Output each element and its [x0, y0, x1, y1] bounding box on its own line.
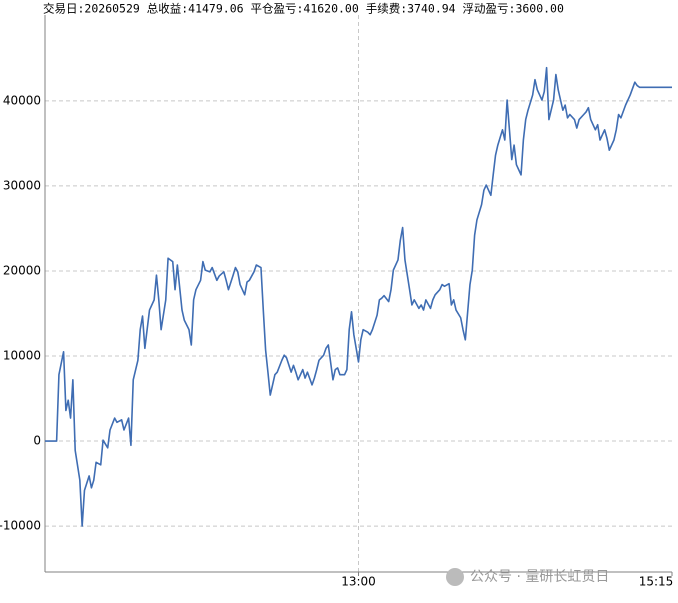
chart-title: 交易日:20260529 总收益:41479.06 平仓盈亏:41620.00 …	[43, 2, 564, 16]
y-tick-label: -10000	[0, 519, 41, 533]
y-tick-label: 40000	[3, 93, 41, 107]
y-tick-label: 10000	[3, 349, 41, 363]
series-line	[45, 66, 672, 527]
x-tick-label: 13:00	[341, 575, 376, 589]
watermark-group: 公众号 · 量研长虹贯日	[446, 568, 609, 586]
y-tick-label: 0	[33, 434, 41, 448]
y-tick-label: 30000	[3, 178, 41, 192]
y-tick-label: 20000	[3, 263, 41, 277]
watermark: 公众号 · 量研长虹贯日	[470, 569, 609, 585]
x-tick-label: 15:15	[639, 575, 674, 589]
watermark-icon	[446, 568, 464, 586]
